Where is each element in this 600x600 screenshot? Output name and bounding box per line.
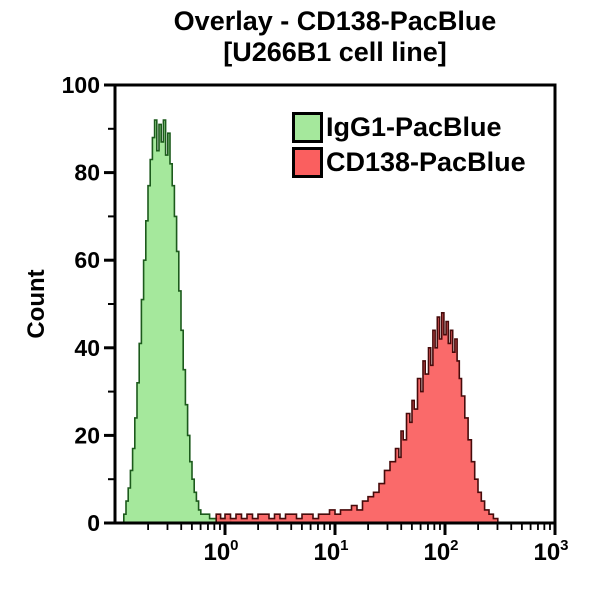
legend-swatch-red: [292, 147, 323, 178]
chart-title-line1: Overlay - CD138-PacBlue: [173, 6, 497, 36]
x-tick-label: 102: [423, 537, 458, 566]
legend-swatch-green: [292, 112, 323, 143]
y-tick-label: 20: [74, 422, 100, 448]
x-tick-label: 100: [203, 537, 238, 566]
chart-title-line2: [U266B1 cell line]: [223, 37, 447, 67]
legend-label-igg1: IgG1-PacBlue: [326, 112, 502, 142]
y-tick-label: 40: [74, 335, 100, 361]
x-tick-label: 103: [533, 537, 568, 566]
legend: IgG1-PacBlue CD138-PacBlue: [292, 110, 526, 180]
x-tick-label: 101: [313, 537, 348, 566]
legend-label-cd138: CD138-PacBlue: [326, 147, 526, 177]
plot-border: [113, 83, 557, 525]
y-tick-label: 60: [74, 247, 100, 273]
legend-item-cd138: CD138-PacBlue: [292, 145, 526, 180]
histogram-IgG1-PacBlue: [121, 119, 232, 523]
chart-title: Overlay - CD138-PacBlue [U266B1 cell lin…: [115, 6, 555, 68]
y-tick-label: 80: [74, 160, 100, 186]
histogram-CD138-PacBlue: [211, 312, 499, 523]
y-tick-label: 0: [87, 510, 100, 536]
legend-item-igg1: IgG1-PacBlue: [292, 110, 526, 145]
y-tick-label: 100: [62, 72, 100, 98]
